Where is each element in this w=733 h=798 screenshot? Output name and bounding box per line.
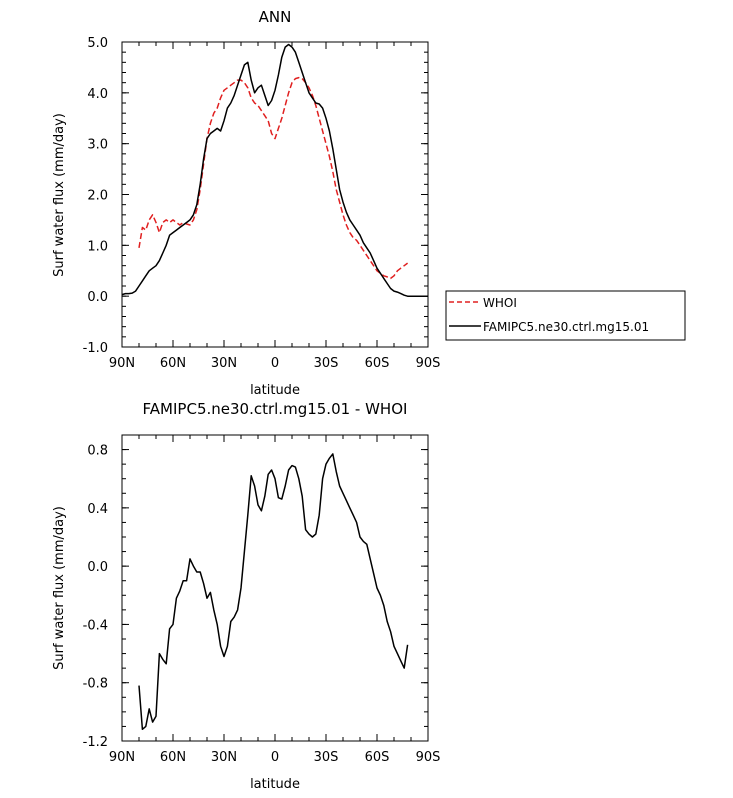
top-chart-y-ticks: -1.0 0.0 1.0 2.0 3.0 4.0 5.0 bbox=[83, 36, 428, 356]
y-tick-label: -1.0 bbox=[83, 341, 108, 356]
y-tick-label: 2.0 bbox=[87, 189, 108, 204]
top-chart-x-label: latitude bbox=[250, 383, 300, 398]
x-tick-label: 30N bbox=[211, 356, 237, 371]
x-tick-label: 90N bbox=[109, 356, 135, 371]
x-tick-label: 60S bbox=[365, 356, 390, 371]
bottom-chart-y-label: Surf water flux (mm/day) bbox=[52, 506, 67, 670]
series-line-whoi bbox=[138, 76, 409, 280]
x-tick-label: 30S bbox=[314, 750, 339, 765]
x-tick-label: 60N bbox=[160, 356, 186, 371]
x-tick-label: 60N bbox=[160, 750, 186, 765]
series-line-famipc5-ne30-ctrl-mg15-01 bbox=[121, 43, 428, 297]
bottom-chart-title: FAMIPC5.ne30.ctrl.mg15.01 - WHOI bbox=[143, 400, 408, 418]
y-tick-label: 1.0 bbox=[87, 239, 108, 254]
x-tick-label: 30N bbox=[211, 750, 237, 765]
y-tick-label: -0.8 bbox=[83, 677, 108, 692]
bottom-chart-y-ticks: -1.2 -0.8 -0.4 0.0 0.4 0.8 bbox=[83, 434, 428, 750]
bottom-chart-x-ticks: 90N 60N 30N 0 30S 60S 90S bbox=[109, 435, 441, 765]
x-tick-label: 30S bbox=[314, 356, 339, 371]
y-tick-label: 0.0 bbox=[87, 290, 108, 305]
x-tick-label: 0 bbox=[271, 356, 279, 371]
y-tick-label: 3.0 bbox=[87, 138, 108, 153]
top-chart-x-ticks: 90N 60N 30N 0 30S 60S 90S bbox=[109, 42, 441, 371]
y-tick-label: -0.4 bbox=[83, 618, 108, 633]
top-chart: ANN 90N 60N 30N 0 30S 60S 90S -1.0 0.0 1.0 2.0 3.0… bbox=[52, 8, 440, 398]
y-tick-label: 0.0 bbox=[87, 560, 108, 575]
legend-label-model: FAMIPC5.ne30.ctrl.mg15.01 bbox=[483, 320, 649, 334]
legend: WHOI FAMIPC5.ne30.ctrl.mg15.01 bbox=[445, 290, 686, 341]
y-tick-label: -1.2 bbox=[83, 735, 108, 750]
y-tick-label: 5.0 bbox=[87, 36, 108, 51]
x-tick-label: 90S bbox=[416, 750, 441, 765]
y-tick-label: 0.4 bbox=[87, 502, 108, 517]
bottom-chart-x-label: latitude bbox=[250, 777, 300, 792]
x-tick-label: 0 bbox=[271, 750, 279, 765]
bottom-chart-series bbox=[138, 453, 409, 731]
x-tick-label: 90S bbox=[416, 356, 441, 371]
series-line-difference bbox=[138, 453, 409, 731]
top-chart-y-label: Surf water flux (mm/day) bbox=[52, 113, 67, 277]
y-tick-label: 4.0 bbox=[87, 87, 108, 102]
x-tick-label: 90N bbox=[109, 750, 135, 765]
bottom-chart: FAMIPC5.ne30.ctrl.mg15.01 - WHOI 90N 60N 3… bbox=[52, 400, 440, 792]
x-tick-label: 60S bbox=[365, 750, 390, 765]
legend-label-whoi: WHOI bbox=[483, 296, 517, 310]
y-tick-label: 0.8 bbox=[87, 444, 108, 459]
top-chart-title: ANN bbox=[259, 8, 292, 26]
top-chart-series bbox=[121, 43, 428, 297]
legend-box bbox=[445, 290, 686, 341]
